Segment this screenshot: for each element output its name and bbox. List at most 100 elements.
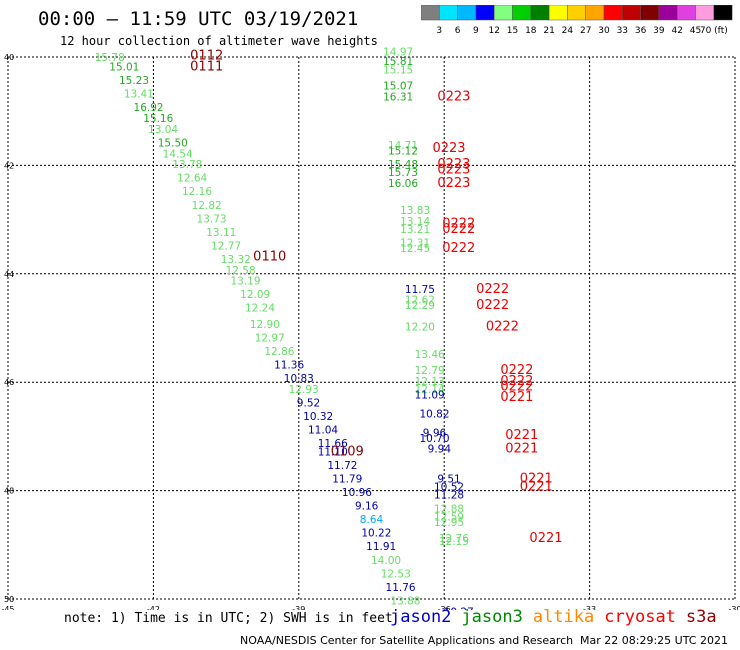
swh-value-label: 9.94 (428, 444, 452, 456)
swh-value-label: 16.31 (383, 91, 413, 103)
swh-value-label: 12.90 (250, 319, 280, 331)
swh-value-label: 15.81 (383, 56, 413, 68)
swh-value-label: 11.75 (405, 284, 435, 296)
swh-value-label: 12.14 (415, 384, 445, 396)
swh-value-label: 12.58 (226, 265, 256, 277)
lon-tick-label: -45 (1, 605, 14, 610)
lon-tick-label: -33 (583, 605, 596, 610)
swh-value-label: 12.64 (177, 173, 207, 185)
pass-time-label: 0111 (190, 60, 223, 75)
swh-value-label: 9.52 (297, 398, 320, 410)
swh-value-label: 14.54 (163, 148, 193, 160)
colorbar-label: 18 (525, 26, 537, 36)
pass-time-label: 0110 (253, 249, 286, 264)
swh-value-label: 12.77 (211, 240, 241, 252)
swh-value-label: 11.28 (434, 490, 464, 502)
swh-value-label: 10.83 (284, 373, 314, 385)
swh-value-label: 13.78 (172, 159, 202, 171)
colorbar-label: 9 (473, 26, 479, 36)
colorbar-label: 12 (488, 26, 499, 36)
swh-value-label: 16.92 (134, 102, 164, 114)
pass-time-label: 0223 (437, 176, 470, 191)
swh-value-label: 13.14 (400, 216, 430, 228)
lon-tick-label: -42 (147, 605, 160, 610)
swh-value-label: 14.71 (388, 140, 418, 152)
swh-value-label: 13.41 (124, 89, 154, 101)
colorbar-label: 21 (543, 26, 554, 36)
lat-tick-label: 42 (4, 161, 14, 170)
swh-value-label: 15.07 (383, 81, 413, 93)
swh-value-label: 12.59 (434, 511, 464, 523)
pass-time-label: 0221 (529, 531, 562, 546)
colorbar-label: 3 (436, 26, 442, 36)
legend-jason2: jason2 (390, 607, 452, 627)
swh-value-label: 11.79 (332, 473, 362, 485)
swh-value-label: 15.23 (119, 75, 149, 87)
swh-value-label: 10.70 (419, 433, 449, 445)
lon-tick-label: -36 (438, 605, 451, 610)
units-note: note: 1) Time is in UTC; 2) SWH is in fe… (64, 611, 393, 626)
pass-time-label: 0222 (486, 320, 519, 335)
colorbar-swatch (713, 5, 733, 21)
swh-value-label: 15.73 (388, 167, 418, 179)
generated-timestamp: Mar 22 08:29:25 UTC 2021 (580, 634, 728, 647)
swh-value-label: 12.95 (434, 517, 464, 529)
swh-value-label: 15.50 (158, 137, 188, 149)
lon-tick-label: -39 (292, 605, 305, 610)
swh-value-label: 15.78 (95, 52, 125, 64)
swh-value-label: 10.52 (434, 482, 464, 494)
swh-value-label: 10.27 (444, 606, 474, 610)
pass-time-label: 0223 (432, 141, 465, 156)
colorbar-label: 39 (653, 26, 665, 36)
swh-value-label: 12.82 (192, 200, 222, 212)
swh-value-label: 12.16 (182, 186, 212, 198)
colorbar-label: 27 (580, 26, 591, 36)
swh-value-label: 13.32 (221, 254, 251, 266)
swh-value-label: 12.86 (264, 346, 294, 358)
pass-time-label: 0221 (505, 428, 538, 443)
legend-cryosat: cryosat (604, 607, 676, 627)
swh-value-label: 8.64 (360, 514, 384, 526)
swh-value-label: 13.46 (415, 349, 445, 361)
swh-value-label: 11.66 (318, 438, 348, 450)
legend-jason3: jason3 (461, 607, 523, 627)
pass-time-label: 0221 (505, 442, 538, 457)
colorbar-label: 70 (ft) (700, 26, 728, 36)
pass-time-label: 0222 (500, 363, 533, 378)
pass-time-label: 0222 (442, 217, 475, 232)
swh-value-label: 16.06 (388, 178, 418, 190)
swh-value-label: 11.36 (274, 360, 304, 372)
swh-value-label: 12.76 (439, 533, 469, 545)
lat-tick-label: 50 (4, 595, 14, 604)
lat-tick-label: 44 (4, 270, 14, 279)
swh-value-label: 15.12 (388, 146, 418, 158)
swh-value-label: 12.79 (415, 365, 445, 377)
pass-time-label: 0112 (190, 49, 223, 64)
swh-value-label: 12.45 (400, 243, 430, 255)
swh-value-label: 13.19 (230, 276, 260, 288)
swh-value-label: 10.96 (342, 487, 372, 499)
pass-time-label: 0109 (331, 444, 364, 459)
swh-value-label: 12.36 (395, 609, 425, 610)
swh-value-label: 12.93 (289, 384, 319, 396)
swh-value-label: 15.01 (109, 62, 139, 74)
swh-value-label: 10.22 (361, 528, 391, 540)
pass-time-label: 0223 (437, 157, 470, 172)
pass-time-label: 0222 (500, 374, 533, 389)
colorbar-label: 30 (598, 26, 610, 36)
pass-time-label: 0222 (442, 241, 475, 256)
map-title: 00:00 – 11:59 UTC 03/19/2021 (38, 8, 359, 30)
swh-value-label: 9.16 (355, 501, 379, 513)
swh-value-label: 9.51 (437, 473, 460, 485)
pass-time-label: 0221 (500, 390, 533, 405)
colorbar-label: 42 (671, 26, 682, 36)
wave-height-map: 40 42 44 46 48 50-45 -42 -39 -36 -33 -30 15.7815.01… (1, 46, 740, 610)
swh-value-label: 13.73 (197, 213, 227, 225)
swh-value-label: 12.24 (245, 303, 275, 315)
lat-tick-label: 40 (4, 53, 14, 62)
swh-value-label: 11.72 (327, 460, 357, 472)
swh-value-label: 9.96 (423, 427, 447, 439)
legend-altika: altika (532, 607, 595, 627)
colorbar-label: 45 (690, 26, 701, 36)
